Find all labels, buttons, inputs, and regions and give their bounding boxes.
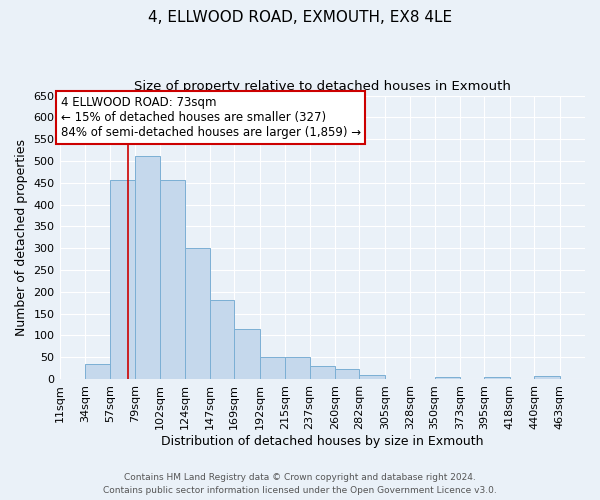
Text: 4 ELLWOOD ROAD: 73sqm
← 15% of detached houses are smaller (327)
84% of semi-det: 4 ELLWOOD ROAD: 73sqm ← 15% of detached …: [61, 96, 361, 139]
Y-axis label: Number of detached properties: Number of detached properties: [15, 139, 28, 336]
Bar: [210, 300, 235, 379]
Bar: [335, 370, 359, 379]
Bar: [110, 180, 135, 379]
Text: Contains HM Land Registry data © Crown copyright and database right 2024.
Contai: Contains HM Land Registry data © Crown c…: [103, 474, 497, 495]
Bar: [185, 248, 210, 379]
X-axis label: Distribution of detached houses by size in Exmouth: Distribution of detached houses by size …: [161, 434, 484, 448]
Bar: [434, 377, 460, 379]
Bar: [260, 357, 285, 379]
Bar: [285, 357, 310, 379]
Bar: [85, 364, 110, 379]
Text: 4, ELLWOOD ROAD, EXMOUTH, EX8 4LE: 4, ELLWOOD ROAD, EXMOUTH, EX8 4LE: [148, 10, 452, 25]
Bar: [160, 180, 185, 379]
Bar: [135, 156, 160, 379]
Title: Size of property relative to detached houses in Exmouth: Size of property relative to detached ho…: [134, 80, 511, 93]
Bar: [484, 377, 510, 379]
Bar: [534, 376, 560, 379]
Bar: [359, 374, 385, 379]
Bar: [235, 330, 260, 379]
Bar: [310, 366, 335, 379]
